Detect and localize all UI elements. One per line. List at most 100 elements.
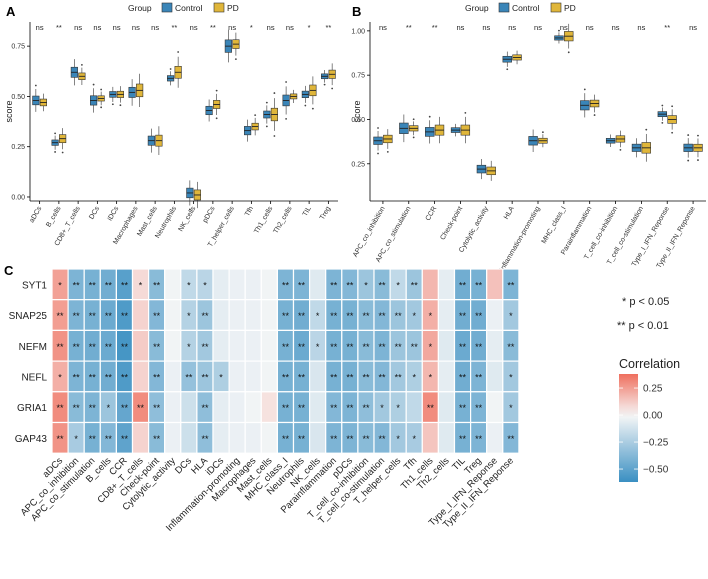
significance-star: ** — [73, 342, 81, 352]
y-tick-label: 0.50 — [351, 117, 365, 124]
y-axis-label: score — [352, 100, 362, 122]
box-outlier — [61, 151, 64, 154]
significance-star: * — [187, 280, 191, 290]
significance-label: ns — [36, 23, 44, 32]
significance-star: ** — [57, 311, 65, 321]
heatmap-cell — [212, 268, 230, 301]
significance-label: * — [308, 23, 311, 32]
colorbar-tick-label: −0.25 — [643, 438, 669, 449]
significance-label: ns — [457, 23, 465, 32]
significance-star: ** — [201, 311, 209, 321]
significance-star: ** — [73, 311, 81, 321]
box-outlier — [304, 104, 307, 107]
significance-label: ns — [508, 23, 516, 32]
significance-star: * — [412, 311, 416, 321]
heatmap-cell — [228, 391, 246, 424]
box-outlier — [119, 104, 122, 107]
significance-label: ns — [379, 23, 387, 32]
heatmap-cell — [260, 391, 278, 424]
heatmap-cell — [164, 299, 182, 332]
colorbar — [619, 374, 638, 482]
significance-star: ** — [507, 342, 515, 352]
box-outlier — [661, 121, 664, 124]
panel-label: B — [352, 4, 361, 19]
heatmap-cell — [421, 421, 439, 454]
box-outlier — [92, 83, 95, 86]
significance-star: * — [412, 372, 416, 382]
heatmap-cell — [437, 299, 456, 332]
significance-star: ** — [298, 372, 306, 382]
significance-star: * — [412, 434, 416, 444]
box-outlier — [100, 88, 103, 91]
significance-star: * — [429, 311, 433, 321]
significance-star: * — [74, 434, 78, 444]
x-tick-label: aDCs — [29, 205, 44, 224]
significance-star: ** — [379, 372, 387, 382]
box-outlier — [386, 150, 389, 153]
x-tick-label: Tfh — [244, 205, 255, 217]
significance-label: ns — [637, 23, 645, 32]
legend: Group Control PD — [128, 2, 239, 13]
significance-star: ** — [298, 403, 306, 413]
box-outlier — [273, 135, 276, 137]
significance-star: ** — [153, 342, 161, 352]
box-outlier — [541, 131, 544, 134]
significance-star: ** — [459, 434, 467, 444]
significance-star: ** — [298, 280, 306, 290]
significance-star: * — [203, 280, 207, 290]
significance-star: * — [219, 372, 223, 382]
y-tick-label: 0.00 — [11, 194, 25, 201]
significance-star: ** — [346, 434, 354, 444]
significance-star: ** — [362, 372, 370, 382]
significance-label: ** — [325, 23, 331, 32]
heatmap-cell — [244, 391, 262, 424]
box-outlier — [412, 118, 415, 121]
significance-star: * — [429, 372, 433, 382]
box-outlier — [234, 58, 237, 61]
significance-star: ** — [282, 280, 290, 290]
legend-swatch-pd — [213, 2, 225, 13]
significance-star: ** — [282, 342, 290, 352]
significance-star: * — [187, 311, 191, 321]
significance-star: * — [380, 403, 384, 413]
heatmap-cell — [212, 299, 230, 332]
heatmap-cell — [437, 421, 456, 454]
box-outlier — [265, 101, 268, 104]
heatmap-cell — [228, 329, 246, 362]
significance-star: ** — [427, 403, 435, 413]
significance-label: ** — [56, 23, 62, 32]
heatmap-cell — [228, 268, 246, 301]
significance-star: * — [316, 342, 320, 352]
x-tick-label: DCs — [88, 205, 101, 221]
significance-star: ** — [121, 403, 129, 413]
significance-star: * — [509, 311, 513, 321]
box-outlier — [273, 92, 276, 94]
heatmap-cell — [260, 360, 278, 393]
significance-star: ** — [379, 280, 387, 290]
significance-star: ** — [121, 342, 129, 352]
legend-title: Group — [128, 3, 152, 13]
heatmap-cell — [309, 391, 327, 424]
colorbar-tick-label: 0.00 — [643, 411, 663, 422]
significance-star: * — [107, 403, 111, 413]
significance-star: * — [316, 311, 320, 321]
significance-star: ** — [282, 434, 290, 444]
significance-star: ** — [475, 372, 483, 382]
heatmap-cell — [244, 299, 262, 332]
box-outlier — [377, 152, 379, 155]
box-outlier — [619, 148, 622, 151]
box-outlier — [311, 107, 314, 110]
significance-star: ** — [153, 403, 161, 413]
box-outlier — [671, 105, 674, 108]
significance-label: ** — [210, 23, 216, 32]
y-axis-label: score — [4, 100, 14, 122]
heatmap-cell — [260, 299, 278, 332]
significance-label: ns — [612, 23, 620, 32]
significance-star: ** — [282, 403, 290, 413]
heatmap-cell — [164, 360, 182, 393]
significance-star: * — [139, 280, 143, 290]
box-outlier — [285, 117, 288, 120]
significance-star: ** — [459, 280, 467, 290]
heatmap-cell — [486, 329, 504, 362]
heatmap-cell — [437, 391, 456, 424]
